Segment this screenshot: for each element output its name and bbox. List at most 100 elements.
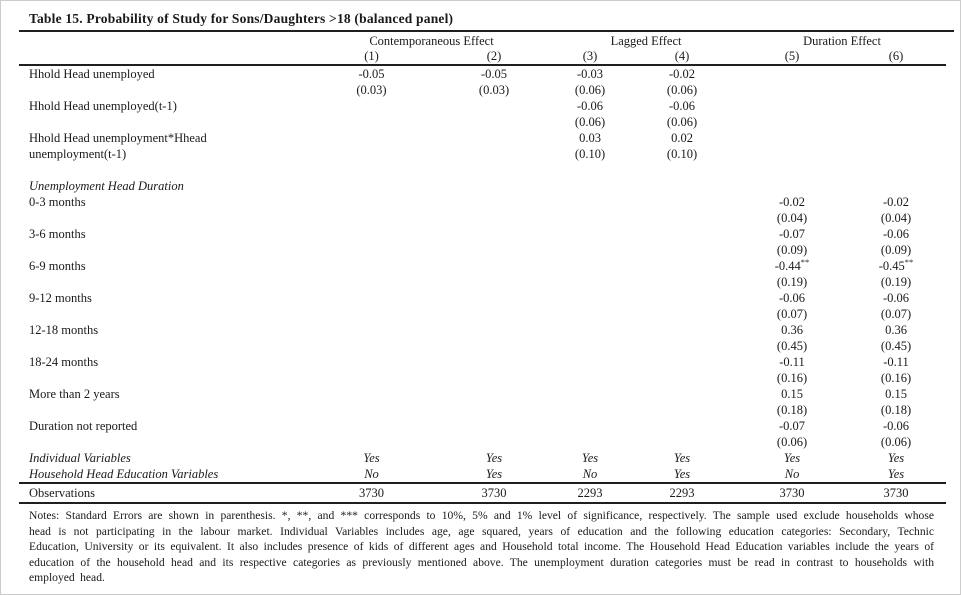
cell-coefficient: -0.07 bbox=[779, 227, 806, 241]
cell-stderr bbox=[309, 402, 434, 418]
cell-value: No bbox=[582, 467, 598, 481]
cell-coefficient bbox=[434, 354, 554, 370]
cell-value: Yes bbox=[783, 451, 801, 465]
cell-coefficient: 0.03 bbox=[579, 131, 601, 145]
cell-coefficient: -0.11 bbox=[883, 355, 909, 369]
row-label: 9-12 months bbox=[29, 291, 92, 305]
cell-stderr bbox=[434, 242, 554, 258]
cell-coefficient bbox=[554, 386, 626, 402]
section-label: Unemployment Head Duration bbox=[29, 179, 184, 193]
cell-stderr bbox=[626, 242, 738, 258]
cell-stderr: (0.07) bbox=[880, 307, 912, 321]
cell-value: No bbox=[784, 467, 800, 481]
cell-stderr bbox=[738, 146, 846, 162]
coefficient-row: Hhold Head unemployment*Hhead 0.03 0.02 bbox=[19, 130, 946, 146]
regression-table: Contemporaneous Effect Lagged Effect Dur… bbox=[19, 34, 947, 504]
stderr-row: (0.09) (0.09) bbox=[19, 242, 946, 258]
cell-stderr: (0.09) bbox=[880, 243, 912, 257]
cell-stderr bbox=[309, 146, 434, 162]
coefficient-row: Hhold Head unemployed(t-1) -0.06 -0.06 bbox=[19, 98, 946, 114]
cell-coefficient bbox=[626, 290, 738, 306]
cell-coefficient: -0.02 bbox=[779, 195, 806, 209]
stderr-row: (0.03) (0.03) (0.06) (0.06) bbox=[19, 82, 946, 98]
row-label-line2 bbox=[19, 82, 309, 98]
stderr-row: unemployment(t-1) (0.10) (0.10) bbox=[19, 146, 946, 162]
column-header-3: (3) bbox=[554, 49, 627, 66]
row-label: 12-18 months bbox=[29, 323, 99, 337]
row-label-line2 bbox=[19, 242, 309, 258]
cell-stderr bbox=[309, 210, 434, 226]
cell-stderr: (0.04) bbox=[776, 211, 808, 225]
cell-stderr: (0.06) bbox=[776, 435, 808, 449]
cell-stderr bbox=[434, 370, 554, 386]
cell-stderr: (0.16) bbox=[776, 371, 808, 385]
cell-stderr bbox=[626, 434, 738, 450]
cell-stderr bbox=[309, 114, 434, 130]
spacer-row bbox=[19, 162, 946, 177]
row-label: Individual Variables bbox=[29, 451, 131, 465]
row-label: More than 2 years bbox=[29, 387, 120, 401]
cell-coefficient bbox=[626, 354, 738, 370]
cell-stderr bbox=[554, 370, 626, 386]
cell-stderr bbox=[434, 402, 554, 418]
cell-coefficient bbox=[434, 98, 554, 114]
cell-stderr bbox=[738, 114, 846, 130]
row-label: Hhold Head unemployment*Hhead bbox=[29, 131, 207, 145]
table-notes: Notes: Standard Errors are shown in pare… bbox=[29, 509, 934, 585]
cell-coefficient: -0.05 bbox=[480, 67, 508, 81]
cell-coefficient: -0.02 bbox=[883, 195, 910, 209]
cell-coefficient bbox=[309, 98, 434, 114]
cell-stderr bbox=[554, 402, 626, 418]
cell-stderr: (0.07) bbox=[776, 307, 808, 321]
cell-value: Yes bbox=[581, 451, 599, 465]
cell-stderr bbox=[434, 434, 554, 450]
cell-stderr bbox=[626, 274, 738, 290]
cell-stderr bbox=[554, 306, 626, 322]
cell-coefficient bbox=[554, 226, 626, 242]
coefficient-row: 9-12 months -0.06 -0.06 bbox=[19, 290, 946, 306]
cell-stderr: (0.18) bbox=[776, 403, 808, 417]
cell-coefficient bbox=[309, 130, 434, 146]
row-label: Hhold Head unemployed bbox=[29, 67, 155, 81]
stderr-row: (0.06) (0.06) bbox=[19, 434, 946, 450]
cell-stderr bbox=[554, 210, 626, 226]
cell-stderr: (0.45) bbox=[776, 339, 808, 353]
row-label-line2 bbox=[19, 338, 309, 354]
cell-coefficient bbox=[309, 354, 434, 370]
cell-stderr: (0.04) bbox=[880, 211, 912, 225]
table-title: Table 15. Probability of Study for Sons/… bbox=[29, 11, 454, 26]
row-label: 0-3 months bbox=[29, 195, 86, 209]
row-label: Observations bbox=[19, 482, 309, 504]
cell-stderr bbox=[434, 114, 554, 130]
cell-stderr: (0.09) bbox=[776, 243, 808, 257]
cell-coefficient: 0.36 bbox=[885, 323, 907, 337]
group-duration-effect: Duration Effect bbox=[803, 34, 881, 48]
cell-coefficient: 0.15 bbox=[885, 387, 907, 401]
stderr-row: (0.16) (0.16) bbox=[19, 370, 946, 386]
controls-row: Individual Variables Yes Yes Yes Yes Yes Yes bbox=[19, 450, 946, 466]
cell-value: 3730 bbox=[434, 482, 555, 504]
cell-coefficient bbox=[626, 418, 738, 434]
row-label-line2 bbox=[19, 402, 309, 418]
row-label: Household Head Education Variables bbox=[29, 467, 219, 481]
stderr-row: (0.45) (0.45) bbox=[19, 338, 946, 354]
cell-value: 3730 bbox=[738, 482, 847, 504]
cell-value: Yes bbox=[673, 451, 691, 465]
cell-coefficient bbox=[626, 322, 738, 338]
stderr-row: (0.04) (0.04) bbox=[19, 210, 946, 226]
cell-coefficient bbox=[626, 194, 738, 210]
coefficient-row: 12-18 months 0.36 0.36 bbox=[19, 322, 946, 338]
cell-stderr bbox=[554, 274, 626, 290]
cell-stderr bbox=[309, 274, 434, 290]
cell-coefficient: -0.44** bbox=[774, 258, 810, 273]
group-lagged-effect: Lagged Effect bbox=[610, 34, 682, 48]
cell-coefficient: -0.11 bbox=[779, 355, 805, 369]
stderr-row: (0.19) (0.19) bbox=[19, 274, 946, 290]
row-label-line2 bbox=[19, 434, 309, 450]
cell-stderr: (0.10) bbox=[574, 147, 606, 161]
cell-coefficient bbox=[434, 130, 554, 146]
cell-value: Yes bbox=[887, 451, 905, 465]
column-label-spacer bbox=[19, 49, 309, 66]
cell-coefficient bbox=[434, 194, 554, 210]
cell-stderr bbox=[434, 210, 554, 226]
